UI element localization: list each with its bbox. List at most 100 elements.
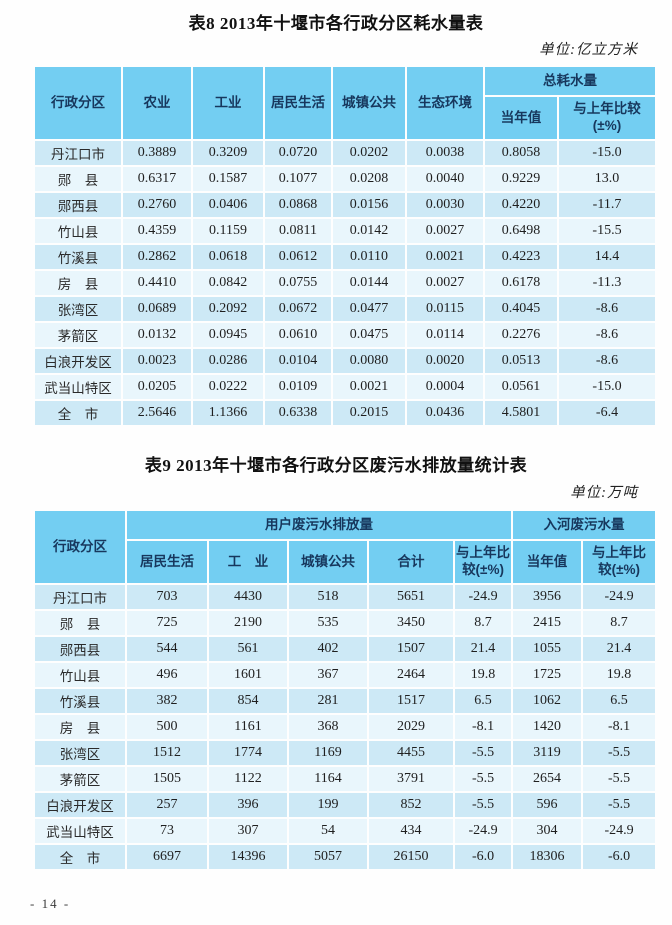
value-cell: 1164 — [289, 767, 367, 791]
column-header-residential: 居民生活 — [265, 67, 331, 139]
value-cell: 0.4223 — [485, 245, 557, 269]
column-header-yoy-change: 与上年比 较(±%) — [583, 541, 656, 583]
value-cell: 0.0027 — [407, 271, 483, 295]
wastewater-discharge-table-header: 行政分区 用户废污水排放量 入河废污水量 居民生活 工 业 城镇公共 合计 与上… — [35, 511, 656, 583]
district-name-cell: 丹江口市 — [35, 585, 125, 609]
district-name-cell: 全 市 — [35, 401, 121, 425]
table-row: 郧 县 0.6317 0.1587 0.1077 0.0208 0.0040 0.9229 1… — [35, 167, 655, 191]
table9-unit-label: 单位:万吨 — [570, 485, 638, 501]
value-cell: 1420 — [513, 715, 582, 739]
value-cell: 1.1366 — [193, 401, 263, 425]
district-name-cell: 郧 县 — [35, 611, 125, 635]
value-cell: -11.7 — [559, 193, 655, 217]
value-cell: 0.0436 — [407, 401, 483, 425]
value-cell: 3956 — [513, 585, 582, 609]
value-cell: 396 — [209, 793, 287, 817]
table-row: 房 县 0.4410 0.0842 0.0755 0.0144 0.0027 0.6178-… — [35, 271, 655, 295]
value-cell: 518 — [289, 585, 367, 609]
table-row: 武当山特区 0.0205 0.0222 0.0109 0.0021 0.0004 0.056… — [35, 375, 655, 399]
value-cell: -24.9 — [583, 819, 656, 843]
value-cell: 257 — [127, 793, 207, 817]
value-cell: 0.0080 — [333, 349, 405, 373]
value-cell: 304 — [513, 819, 582, 843]
value-cell: 0.0030 — [407, 193, 483, 217]
value-cell: 0.2015 — [333, 401, 405, 425]
value-cell: 0.0755 — [265, 271, 331, 295]
value-cell: 0.6338 — [265, 401, 331, 425]
table-row: 全 市 2.5646 1.1366 0.6338 0.2015 0.0436 4.5801-… — [35, 401, 655, 425]
district-name-cell: 房 县 — [35, 271, 121, 295]
water-consumption-table: 行政分区 农业 工业 居民生活 城镇公共 生态环境 总耗水量 当年值 与上年比较… — [33, 65, 657, 427]
value-cell: 4.5801 — [485, 401, 557, 425]
value-cell: 0.0023 — [123, 349, 191, 373]
value-cell: 1512 — [127, 741, 207, 765]
district-name-cell: 张湾区 — [35, 741, 125, 765]
value-cell: 2.5646 — [123, 401, 191, 425]
value-cell: 1774 — [209, 741, 287, 765]
value-cell: 0.0021 — [333, 375, 405, 399]
district-name-cell: 全 市 — [35, 845, 125, 869]
value-cell: 21.4 — [455, 637, 512, 661]
value-cell: 0.0038 — [407, 141, 483, 165]
value-cell: 703 — [127, 585, 207, 609]
value-cell: 0.0110 — [333, 245, 405, 269]
value-cell: 2190 — [209, 611, 287, 635]
table-row: 郧 县 725 2190 535 3450 8.7 2415 8.7 — [35, 611, 656, 635]
table-row: 张湾区 0.0689 0.2092 0.0672 0.0477 0.0115 0.4045-… — [35, 297, 655, 321]
table-row: 郧西县 0.2760 0.0406 0.0868 0.0156 0.0030 0.4220-… — [35, 193, 655, 217]
value-cell: 0.0811 — [265, 219, 331, 243]
value-cell: 2029 — [369, 715, 453, 739]
district-name-cell: 郧西县 — [35, 193, 121, 217]
table-row: 郧西县 544 561 402 1507 21.4 1055 21.4 — [35, 637, 656, 661]
value-cell: 0.0027 — [407, 219, 483, 243]
table-row: 竹溪县 0.2862 0.0618 0.0612 0.0110 0.0021 0.4223 1… — [35, 245, 655, 269]
value-cell: 0.0202 — [333, 141, 405, 165]
column-header-subtotal: 合计 — [369, 541, 453, 583]
district-name-cell: 白浪开发区 — [35, 349, 121, 373]
value-cell: 544 — [127, 637, 207, 661]
value-cell: -8.1 — [455, 715, 512, 739]
value-cell: 18306 — [513, 845, 582, 869]
value-cell: 0.6317 — [123, 167, 191, 191]
value-cell: -8.1 — [583, 715, 656, 739]
table-row: 丹江口市 0.3889 0.3209 0.0720 0.0202 0.0038 0.8058… — [35, 141, 655, 165]
value-cell: 0.4359 — [123, 219, 191, 243]
value-cell: 0.0144 — [333, 271, 405, 295]
value-cell: -8.6 — [559, 297, 655, 321]
value-cell: 4455 — [369, 741, 453, 765]
table-row: 白浪开发区 0.0023 0.0286 0.0104 0.0080 0.0020 0.051… — [35, 349, 655, 373]
value-cell: 0.0513 — [485, 349, 557, 373]
value-cell: 0.0868 — [265, 193, 331, 217]
value-cell: -24.9 — [455, 819, 512, 843]
table-row: 茅箭区 1505 1122 1164 3791 -5.5 2654 -5.5 — [35, 767, 656, 791]
value-cell: -24.9 — [583, 585, 656, 609]
value-cell: 0.0114 — [407, 323, 483, 347]
column-header-yoy-change: 与上年比较 (±%) — [559, 97, 655, 139]
value-cell: 0.2760 — [123, 193, 191, 217]
district-name-cell: 竹山县 — [35, 219, 121, 243]
column-header-industry: 工 业 — [209, 541, 287, 583]
value-cell: 561 — [209, 637, 287, 661]
column-header-region: 行政分区 — [35, 511, 125, 583]
district-name-cell: 茅箭区 — [35, 323, 121, 347]
district-name-cell: 白浪开发区 — [35, 793, 125, 817]
value-cell: 496 — [127, 663, 207, 687]
table-row: 丹江口市 703 4430 518 5651 -24.9 3956 -24.9 — [35, 585, 656, 609]
value-cell: 0.0612 — [265, 245, 331, 269]
value-cell: 0.4220 — [485, 193, 557, 217]
table-row: 竹溪县 382 854 281 1517 6.5 1062 6.5 — [35, 689, 656, 713]
value-cell: 0.0475 — [333, 323, 405, 347]
value-cell: 368 — [289, 715, 367, 739]
value-cell: 0.0222 — [193, 375, 263, 399]
value-cell: 0.0040 — [407, 167, 483, 191]
value-cell: 21.4 — [583, 637, 656, 661]
column-header-residential: 居民生活 — [127, 541, 207, 583]
value-cell: 26150 — [369, 845, 453, 869]
table-row: 竹山县 496 1601 367 2464 19.8 1725 19.8 — [35, 663, 656, 687]
value-cell: 0.0205 — [123, 375, 191, 399]
water-consumption-table-header: 行政分区 农业 工业 居民生活 城镇公共 生态环境 总耗水量 当年值 与上年比较… — [35, 67, 655, 139]
value-cell: 2415 — [513, 611, 582, 635]
value-cell: -15.0 — [559, 375, 655, 399]
district-name-cell: 竹山县 — [35, 663, 125, 687]
column-group-river-discharge: 入河废污水量 — [513, 511, 656, 539]
